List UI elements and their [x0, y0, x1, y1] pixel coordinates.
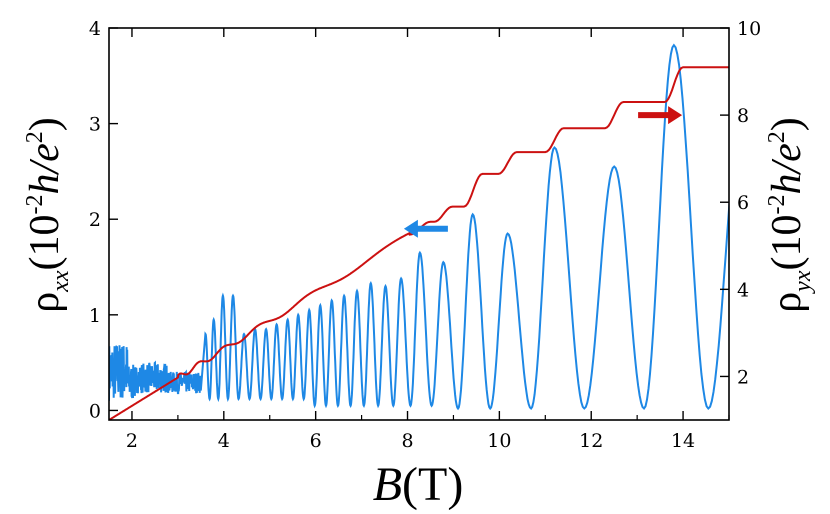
y-left-tick-label: 3: [89, 114, 101, 136]
y-right-tick-label: 2: [737, 366, 749, 388]
rho-yx-axis-arrow: [638, 106, 683, 125]
axes-layer: [108, 27, 730, 421]
x-tick-label: 2: [126, 430, 138, 452]
y-right-tick-label: 6: [737, 192, 749, 214]
y-axis-left-title: ρxx(10-2h/e2): [22, 117, 74, 313]
x-tick-label: 14: [671, 430, 695, 452]
y-left-tick-label: 2: [89, 209, 101, 231]
x-axis-title: B(T): [373, 458, 464, 511]
y-axis-right-title: ρyx(10-2h/e2): [764, 117, 816, 313]
x-tick-label: 10: [487, 430, 511, 452]
rho-xx-line: [109, 43, 729, 411]
y-right-tick-label: 4: [737, 279, 749, 301]
series-layer: [109, 43, 729, 420]
x-tick-label: 8: [401, 430, 413, 452]
rho-xx-axis-arrow: [403, 219, 448, 238]
y-right-tick-label: 10: [737, 18, 761, 40]
y-right-tick-label: 8: [737, 105, 749, 127]
x-tick-label: 6: [310, 430, 322, 452]
y-left-tick-label: 0: [89, 400, 101, 422]
y-left-tick-label: 1: [89, 305, 101, 327]
y-left-tick-label: 4: [89, 18, 101, 40]
x-tick-label: 12: [579, 430, 603, 452]
x-tick-label: 4: [218, 430, 230, 452]
rho-yx-line: [109, 66, 729, 420]
plot-frame: [108, 27, 730, 421]
